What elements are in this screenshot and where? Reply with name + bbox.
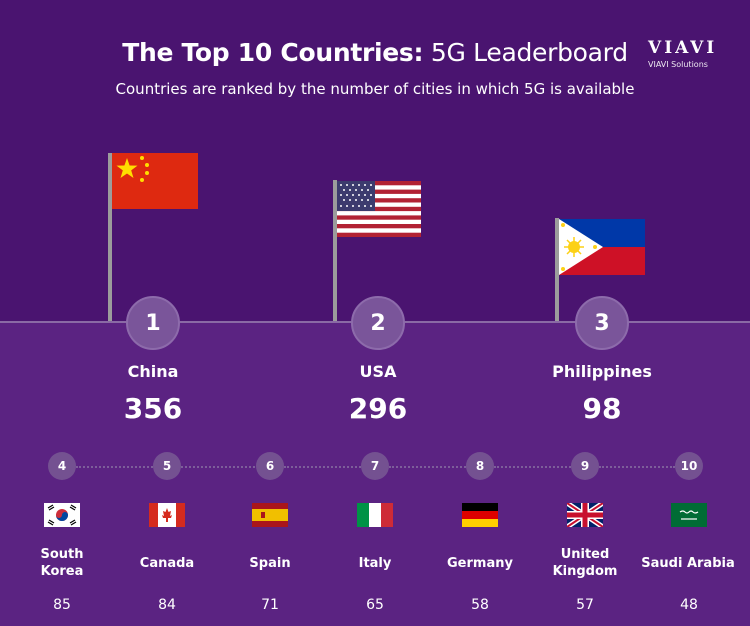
saudi-arabia-flag-icon [671, 503, 707, 527]
rank-badge-10: 10 [675, 452, 703, 480]
flagpole-china [108, 153, 112, 321]
china-flag-icon [112, 153, 198, 209]
podium-name-3: Philippines [552, 362, 652, 381]
podium-value-2: 296 [348, 392, 408, 425]
connector [181, 466, 255, 468]
connector [76, 466, 153, 468]
viavi-logo: VIAVI VIAVI Solutions [648, 38, 717, 69]
spain-flag-icon [252, 503, 288, 527]
italy-flag-icon [357, 503, 393, 527]
connector [284, 466, 361, 468]
rank-badge-5: 5 [153, 452, 181, 480]
country-name-10: Saudi Arabia [641, 556, 735, 571]
podium-name-2: USA [359, 362, 397, 381]
country-name-7: Italy [358, 556, 392, 571]
rank-badge-8: 8 [466, 452, 494, 480]
uk-flag-icon [567, 503, 603, 527]
podium-value-1: 356 [123, 392, 183, 425]
connector [599, 466, 675, 468]
usa-flag-icon [337, 181, 421, 237]
flagpole-philippines [555, 218, 559, 321]
country-value-10: 48 [680, 597, 698, 613]
page-title: The Top 10 Countries: 5G Leaderboard [0, 38, 750, 67]
podium-value-3: 98 [582, 392, 622, 425]
country-name-9: United Kingdom [530, 546, 640, 580]
country-value-7: 65 [366, 597, 384, 613]
philippines-flag-icon [559, 219, 645, 275]
logo-mark: VIAVI [648, 38, 718, 58]
rank-badge-3: 3 [575, 296, 629, 350]
title-bold: The Top 10 Countries: [122, 38, 424, 67]
rank-badge-2: 2 [351, 296, 405, 350]
country-value-4: 85 [53, 597, 71, 613]
country-name-8: Germany [447, 556, 513, 571]
country-value-5: 84 [158, 597, 176, 613]
germany-flag-icon [462, 503, 498, 527]
connector [494, 466, 571, 468]
rank-badge-1: 1 [126, 296, 180, 350]
podium-name-1: China [127, 362, 179, 381]
subtitle: Countries are ranked by the number of ci… [115, 80, 635, 98]
country-name-9-text: United Kingdom [552, 547, 618, 579]
flagpole-usa [333, 180, 337, 321]
title-light: 5G Leaderboard [430, 38, 628, 67]
rank-badge-6: 6 [256, 452, 284, 480]
rank-badge-9: 9 [571, 452, 599, 480]
logo-sub: VIAVI Solutions [648, 60, 708, 69]
country-name-4-text: South Korea [40, 547, 84, 579]
country-name-4: South Korea [7, 546, 117, 580]
country-name-6: Spain [249, 556, 291, 571]
country-value-6: 71 [261, 597, 279, 613]
country-name-5: Canada [139, 556, 195, 571]
connector [389, 466, 466, 468]
canada-flag-icon [149, 503, 185, 527]
rank-badge-4: 4 [48, 452, 76, 480]
rank-badge-7: 7 [361, 452, 389, 480]
south-korea-flag-icon [44, 503, 80, 527]
country-value-8: 58 [471, 597, 489, 613]
country-value-9: 57 [576, 597, 594, 613]
